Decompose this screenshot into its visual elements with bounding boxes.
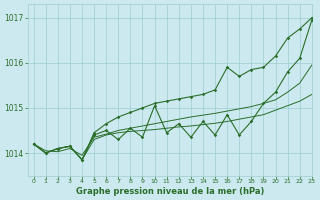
X-axis label: Graphe pression niveau de la mer (hPa): Graphe pression niveau de la mer (hPa)	[76, 187, 264, 196]
